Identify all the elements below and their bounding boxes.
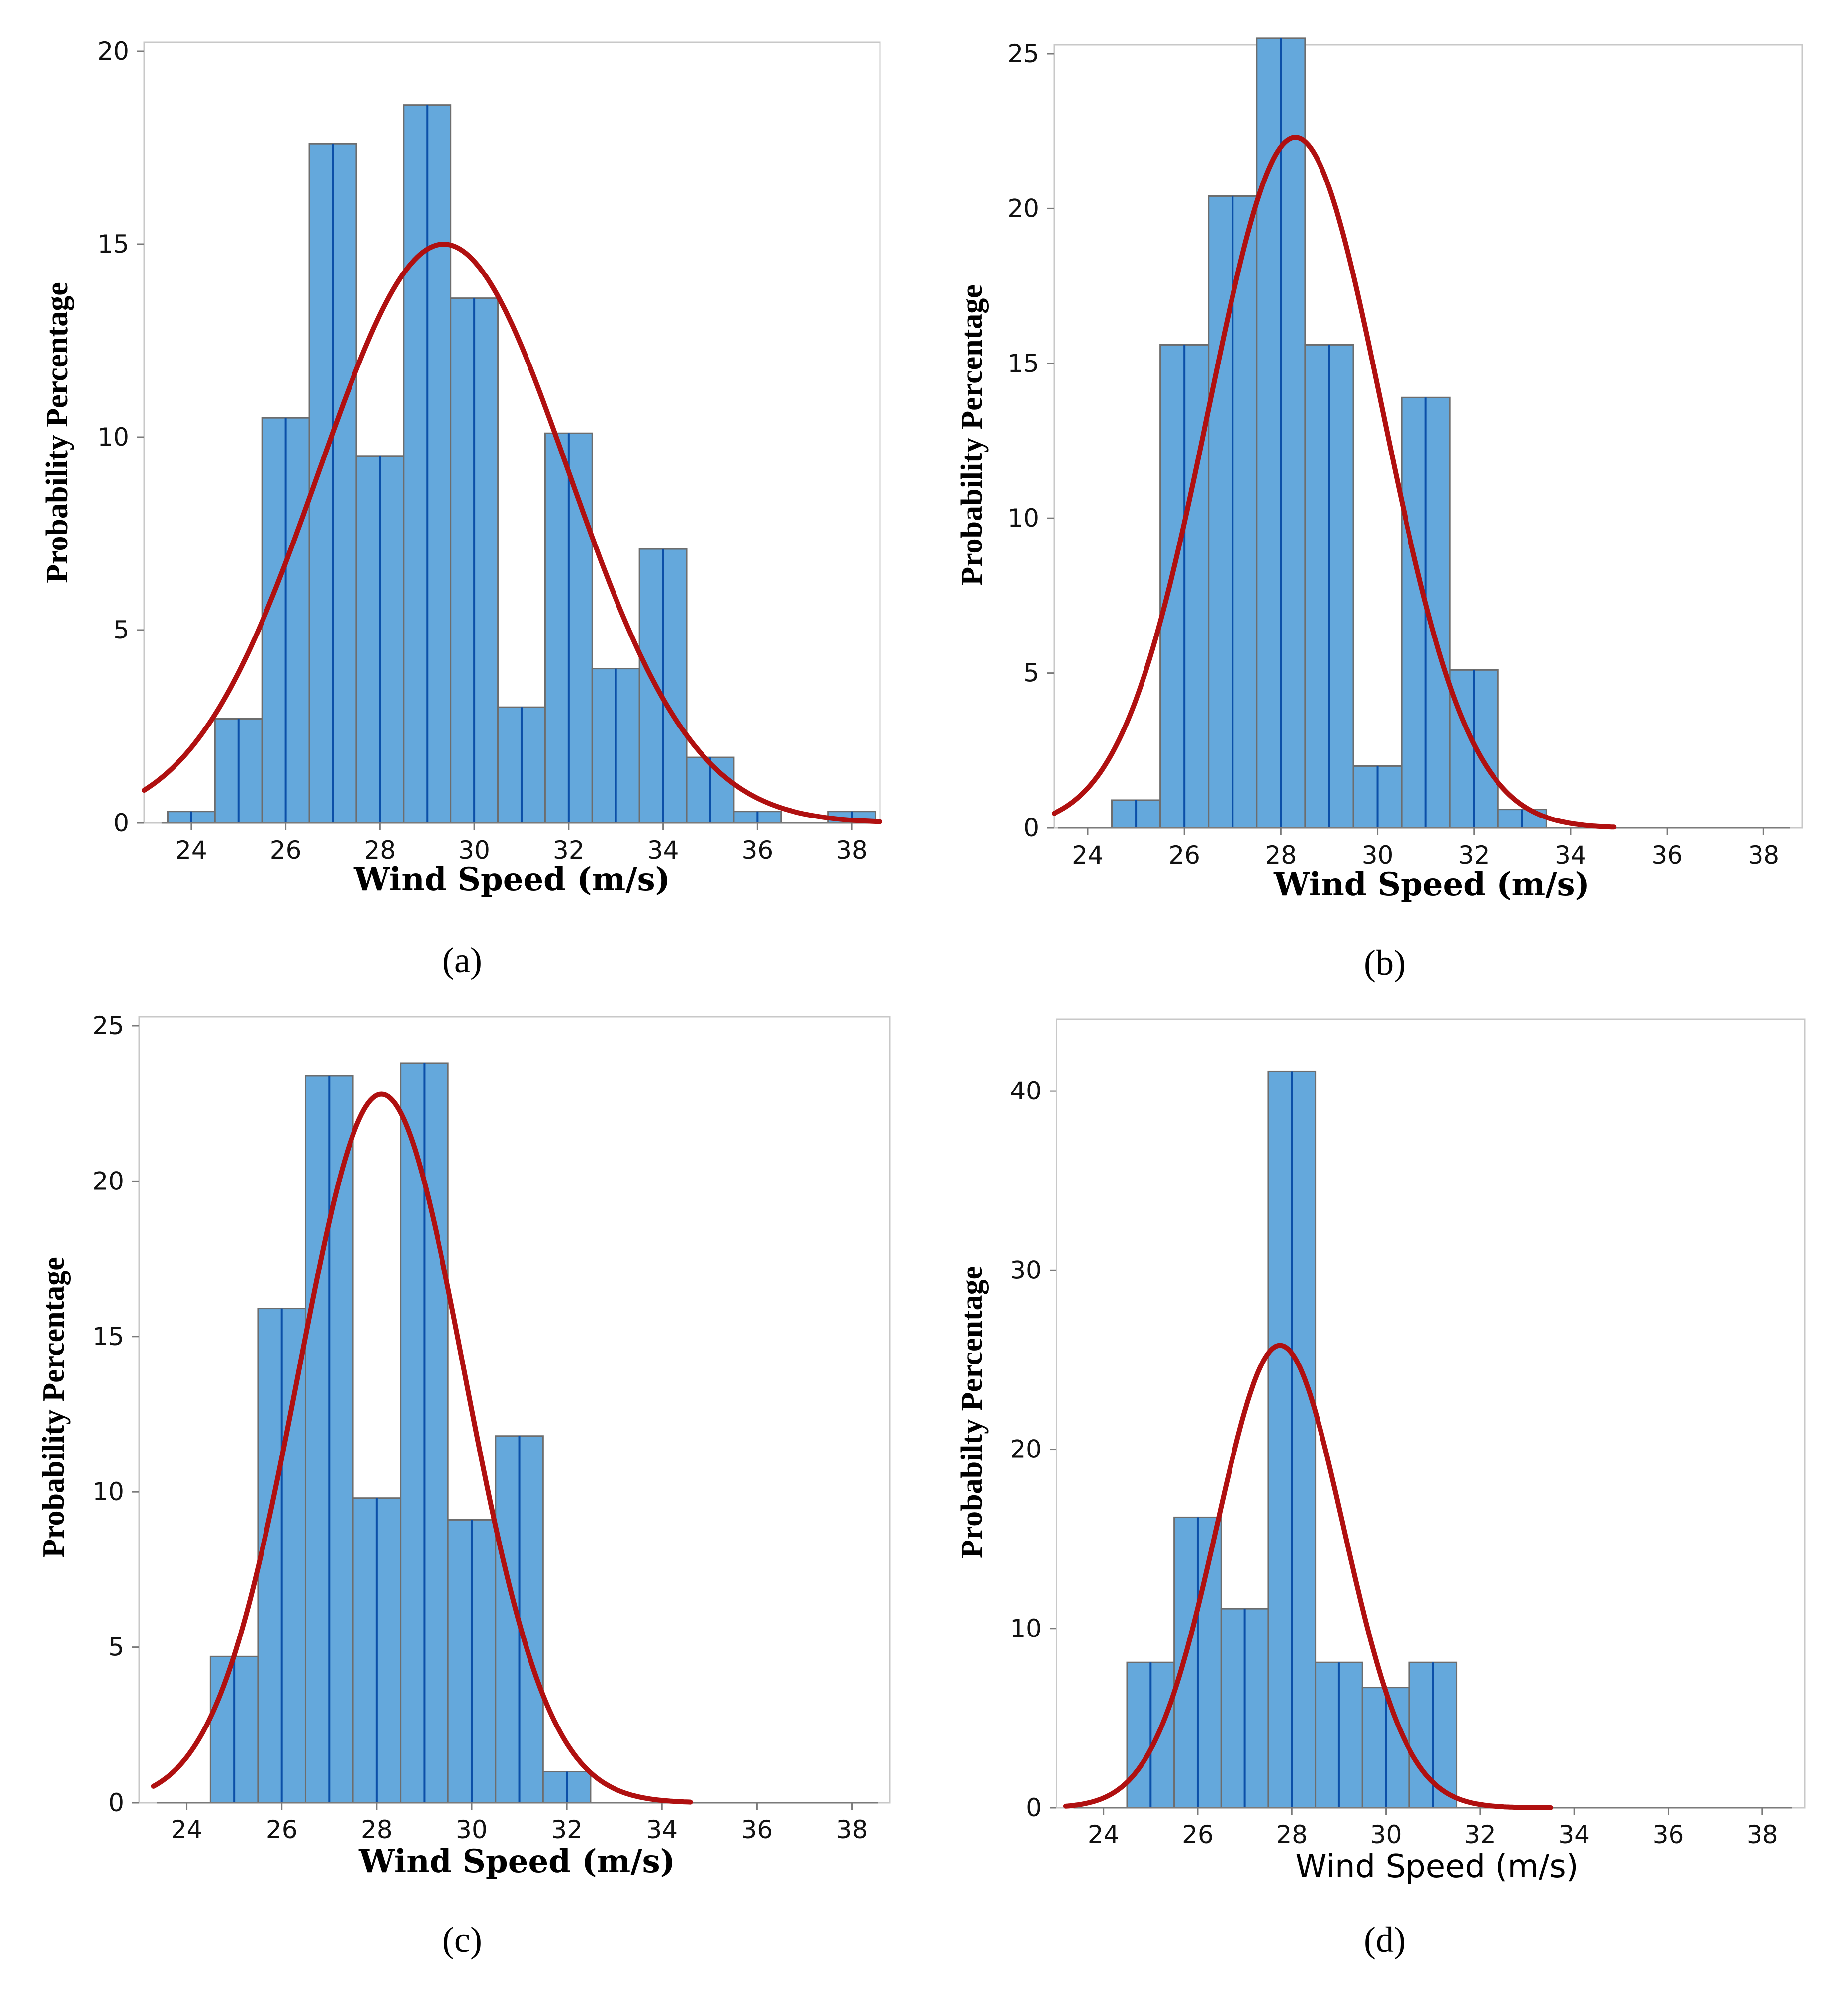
panel-d: 24 26 28 30 32 34 36 38 0 10 20 30 40 Wind Speed (m… <box>955 1018 1806 1960</box>
x-tick-label: 26 <box>266 1816 298 1844</box>
y-tick-label: 5 <box>108 1633 124 1662</box>
y-tick-label: 20 <box>1007 194 1039 223</box>
fit-curve-d <box>1063 1343 1553 1810</box>
y-tick-label: 10 <box>1007 504 1039 533</box>
x-axis-label: Wind Speed (m/s) <box>1273 866 1590 903</box>
y-tick-label: 25 <box>92 1011 124 1040</box>
y-axis-label: Probability Percentage <box>37 1257 71 1558</box>
caption-a: (a) <box>442 940 482 980</box>
y-tick-label: 0 <box>113 809 129 837</box>
y-axis-ticks-c: 0 5 10 15 20 25 <box>92 1011 139 1817</box>
x-tick-label: 26 <box>1182 1820 1214 1849</box>
y-tick-label: 0 <box>1023 814 1039 842</box>
y-tick-label: 0 <box>1026 1793 1042 1822</box>
y-axis-ticks-d: 0 10 20 30 40 <box>1010 1077 1056 1822</box>
normal-fit-curve <box>151 1091 693 1805</box>
y-tick-label: 5 <box>1023 659 1039 688</box>
x-tick-label: 28 <box>1265 841 1297 870</box>
caption-d: (d) <box>1364 1920 1406 1960</box>
fit-curve-a <box>142 242 882 824</box>
y-tick-label: 15 <box>97 230 129 259</box>
x-axis-label: Wind Speed (m/s) <box>353 861 670 898</box>
x-tick-label: 26 <box>1168 841 1200 870</box>
x-tick-label: 24 <box>176 836 207 865</box>
x-tick-label: 38 <box>836 1816 868 1844</box>
x-tick-label: 32 <box>1464 1820 1496 1849</box>
y-tick-label: 30 <box>1010 1256 1042 1284</box>
y-tick-label: 15 <box>1007 349 1039 378</box>
x-tick-label: 30 <box>1370 1820 1402 1849</box>
y-tick-label: 20 <box>92 1167 124 1195</box>
x-tick-label: 32 <box>1458 841 1490 870</box>
panel-b: 24 26 28 30 32 34 36 38 0 5 10 15 20 25 Wind Speed (… <box>955 37 1803 983</box>
y-tick-label: 10 <box>92 1477 124 1506</box>
x-axis-ticks-b: 24 26 28 30 32 34 36 38 <box>1072 828 1779 870</box>
x-tick-label: 34 <box>647 836 679 865</box>
x-tick-label: 38 <box>1747 1820 1778 1849</box>
fit-curve-c <box>151 1091 693 1805</box>
y-tick-label: 20 <box>1010 1435 1042 1464</box>
normal-fit-curve <box>142 242 882 824</box>
plot-area <box>143 41 881 824</box>
caption-c: (c) <box>442 1920 482 1960</box>
x-tick-label: 32 <box>551 1816 583 1844</box>
x-tick-label: 38 <box>1748 841 1780 870</box>
x-tick-label: 24 <box>1072 841 1104 870</box>
x-tick-label: 34 <box>1558 1820 1590 1849</box>
y-axis-ticks-b: 0 5 10 15 20 25 <box>1007 39 1054 842</box>
x-tick-label: 34 <box>1555 841 1586 870</box>
x-axis-label: Wind Speed (m/s) <box>1295 1848 1578 1885</box>
panel-c: 24 26 28 30 32 34 36 38 0 5 10 15 20 25 Wind Speed (… <box>37 1011 891 1960</box>
fit-curve-b <box>1052 135 1617 830</box>
x-tick-label: 36 <box>1653 1820 1684 1849</box>
x-tick-label: 28 <box>1276 1820 1308 1849</box>
x-tick-label: 28 <box>361 1816 393 1844</box>
y-tick-label: 10 <box>97 423 129 452</box>
x-tick-label: 32 <box>553 836 585 865</box>
normal-fit-curve <box>1063 1343 1553 1810</box>
x-tick-label: 38 <box>836 836 868 865</box>
x-tick-label: 24 <box>171 1816 203 1844</box>
x-tick-label: 28 <box>364 836 396 865</box>
x-tick-label: 24 <box>1088 1820 1120 1849</box>
y-tick-label: 40 <box>1010 1077 1042 1105</box>
y-tick-label: 5 <box>113 616 129 644</box>
x-tick-label: 36 <box>1651 841 1683 870</box>
y-tick-label: 0 <box>108 1788 124 1817</box>
x-axis-ticks-c: 24 26 28 30 32 34 36 38 <box>171 1803 868 1844</box>
y-tick-label: 25 <box>1007 39 1039 68</box>
x-tick-label: 36 <box>741 1816 773 1844</box>
y-axis-label: Probabilty Percentage <box>955 1266 989 1558</box>
x-tick-label: 30 <box>1362 841 1394 870</box>
y-tick-label: 15 <box>92 1322 124 1351</box>
x-tick-label: 34 <box>646 1816 678 1844</box>
caption-b: (b) <box>1364 943 1406 983</box>
x-axis-ticks-a: 24 26 28 30 32 34 36 38 <box>176 823 868 865</box>
normal-fit-curve <box>1052 135 1617 830</box>
y-axis-ticks-a: 0 5 10 15 20 <box>97 37 144 837</box>
x-tick-label: 30 <box>456 1816 488 1844</box>
y-axis-label: Probability Percentage <box>955 284 989 586</box>
y-axis-label: Probability Percentage <box>40 282 74 583</box>
y-tick-label: 10 <box>1010 1614 1042 1643</box>
x-tick-label: 26 <box>270 836 302 865</box>
x-tick-label: 30 <box>458 836 490 865</box>
x-axis-label: Wind Speed (m/s) <box>358 1843 675 1880</box>
x-axis-ticks-d: 24 26 28 30 32 34 36 38 <box>1088 1808 1778 1849</box>
x-tick-label: 36 <box>742 836 774 865</box>
panel-a: 24 26 28 30 32 34 36 38 0 5 10 15 20 Wind Speed (m/… <box>40 37 882 980</box>
y-tick-label: 20 <box>97 37 129 66</box>
